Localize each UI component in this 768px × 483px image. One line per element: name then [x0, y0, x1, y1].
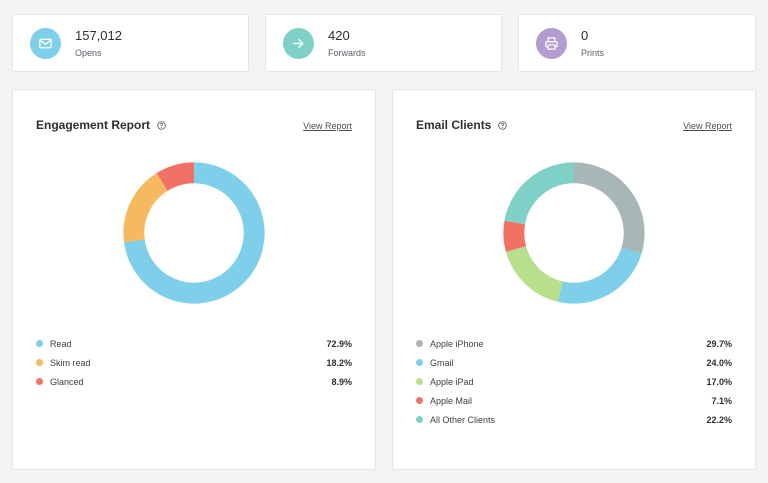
legend-label: Skim read — [50, 357, 91, 368]
donut-slice-apple-ipad — [505, 245, 564, 302]
legend-label: Apple iPad — [430, 376, 474, 387]
legend-item-skim-read: Skim read 18.2% — [36, 353, 352, 372]
panel-title-text: Engagement Report — [36, 118, 151, 132]
legend-label: Apple iPhone — [430, 338, 484, 349]
legend-dot — [416, 397, 423, 404]
legend-value: 29.7% — [706, 338, 732, 349]
engagement-report-panel: Engagement Report View Report Read 72.9%… — [12, 89, 376, 470]
stat-label: Prints — [581, 48, 605, 58]
legend-item-read: Read 72.9% — [36, 334, 352, 353]
legend-dot — [416, 378, 423, 385]
printer-icon — [536, 27, 567, 59]
email-clients-donut-chart — [503, 162, 645, 304]
stat-value: 157,012 — [75, 28, 122, 43]
legend-value: 7.1% — [711, 395, 732, 406]
engagement-legend: Read 72.9% Skim read 18.2% Glanced 8.9% — [36, 334, 352, 391]
stat-card-forwards: 420 Forwards — [265, 14, 502, 72]
legend-item-apple-ipad: Apple iPad 17.0% — [416, 372, 732, 391]
stat-value: 0 — [581, 28, 589, 43]
legend-dot — [36, 378, 43, 385]
legend-item-glanced: Glanced 8.9% — [36, 372, 352, 391]
legend-dot — [416, 359, 423, 366]
legend-label: All Other Clients — [430, 414, 496, 425]
legend-label: Gmail — [430, 357, 454, 368]
legend-dot — [36, 340, 43, 347]
donut-slice-glanced — [156, 162, 195, 192]
email-clients-legend: Apple iPhone 29.7% Gmail 24.0% Apple iPa… — [416, 334, 732, 429]
stat-label: Opens — [75, 48, 102, 58]
legend-value: 72.9% — [326, 338, 352, 349]
legend-label: Read — [50, 338, 72, 349]
arrow-right-icon — [283, 27, 314, 59]
panel-title: Engagement Report — [36, 118, 166, 132]
donut-slice-gmail — [557, 247, 642, 304]
legend-value: 18.2% — [326, 357, 352, 368]
help-icon[interactable] — [498, 120, 508, 130]
legend-value: 8.9% — [331, 376, 352, 387]
legend-dot — [416, 416, 423, 423]
stat-card-prints: 0 Prints — [518, 14, 756, 72]
stat-value: 420 — [328, 28, 350, 43]
engagement-donut-chart — [123, 162, 265, 304]
donut-slice-all-other-clients — [504, 162, 575, 225]
legend-item-apple-iphone: Apple iPhone 29.7% — [416, 334, 732, 353]
legend-item-all-other-clients: All Other Clients 22.2% — [416, 410, 732, 429]
donut-slice-apple-iphone — [573, 162, 645, 254]
donut-slice-apple-mail — [503, 220, 527, 252]
panel-title: Email Clients — [416, 118, 508, 132]
panel-title-text: Email Clients — [416, 118, 492, 132]
donut-slice-read — [124, 162, 265, 304]
legend-dot — [416, 340, 423, 347]
stat-label: Forwards — [328, 48, 366, 58]
email-clients-panel: Email Clients View Report Apple iPhone 2… — [392, 89, 756, 470]
legend-item-gmail: Gmail 24.0% — [416, 353, 732, 372]
legend-label: Apple Mail — [430, 395, 473, 406]
legend-label: Glanced — [50, 376, 84, 387]
stat-card-opens: 157,012 Opens — [12, 14, 249, 72]
legend-value: 24.0% — [706, 357, 732, 368]
help-icon[interactable] — [157, 120, 166, 130]
donut-slice-skim-read — [123, 173, 169, 243]
legend-dot — [36, 359, 43, 366]
view-report-link[interactable]: View Report — [303, 121, 352, 131]
legend-item-apple-mail: Apple Mail 7.1% — [416, 391, 732, 410]
view-report-link[interactable]: View Report — [683, 121, 732, 131]
legend-value: 17.0% — [706, 376, 732, 387]
legend-value: 22.2% — [706, 414, 732, 425]
envelope-icon — [30, 27, 61, 59]
